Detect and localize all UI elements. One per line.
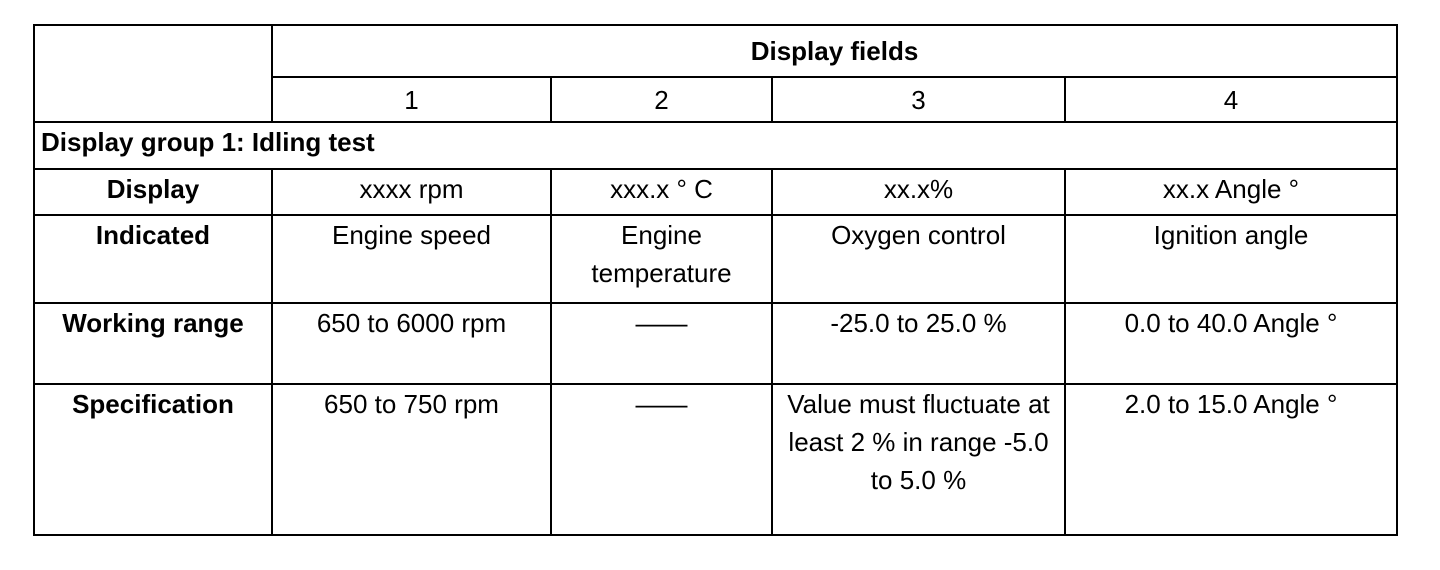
cell: Oxygen control [771,214,1066,304]
group-row: Display group 1: Idling test [33,121,1398,170]
cell: 2.0 to 15.0 Angle ° [1064,383,1398,536]
row-label: Indicated [33,214,273,304]
column-number: 3 [771,76,1066,123]
corner-cell [33,24,273,123]
row-label: Display [33,168,273,216]
cell: 0.0 to 40.0 Angle ° [1064,302,1398,385]
cell: —— [550,302,773,385]
data-row: Specification 650 to 750 rpm —— Value must … [33,383,1398,536]
cell: —— [550,383,773,536]
column-number: 1 [271,76,552,123]
header-row: Display fields [33,24,1398,123]
cell: Engine temperature [550,214,773,304]
cell: xxxx rpm [271,168,552,216]
cell: -25.0 to 25.0 % [771,302,1066,385]
header-title: Display fields [271,24,1398,78]
group-title: Display group 1: Idling test [33,121,1398,170]
data-row: Working range 650 to 6000 rpm —— -25.0 to 2… [33,302,1398,385]
cell: 650 to 750 rpm [271,383,552,536]
cell: Engine speed [271,214,552,304]
cell: Ignition angle [1064,214,1398,304]
row-label: Specification [33,383,273,536]
cell: Value must fluctuate at least 2 % in ran… [771,383,1066,536]
column-number: 4 [1064,76,1398,123]
cell: 650 to 6000 rpm [271,302,552,385]
row-label: Working range [33,302,273,385]
cell: xx.x Angle ° [1064,168,1398,216]
data-row: Indicated Engine speed Engine temperature O… [33,214,1398,304]
cell: xxx.x ° C [550,168,773,216]
cell: xx.x% [771,168,1066,216]
column-number: 2 [550,76,773,123]
